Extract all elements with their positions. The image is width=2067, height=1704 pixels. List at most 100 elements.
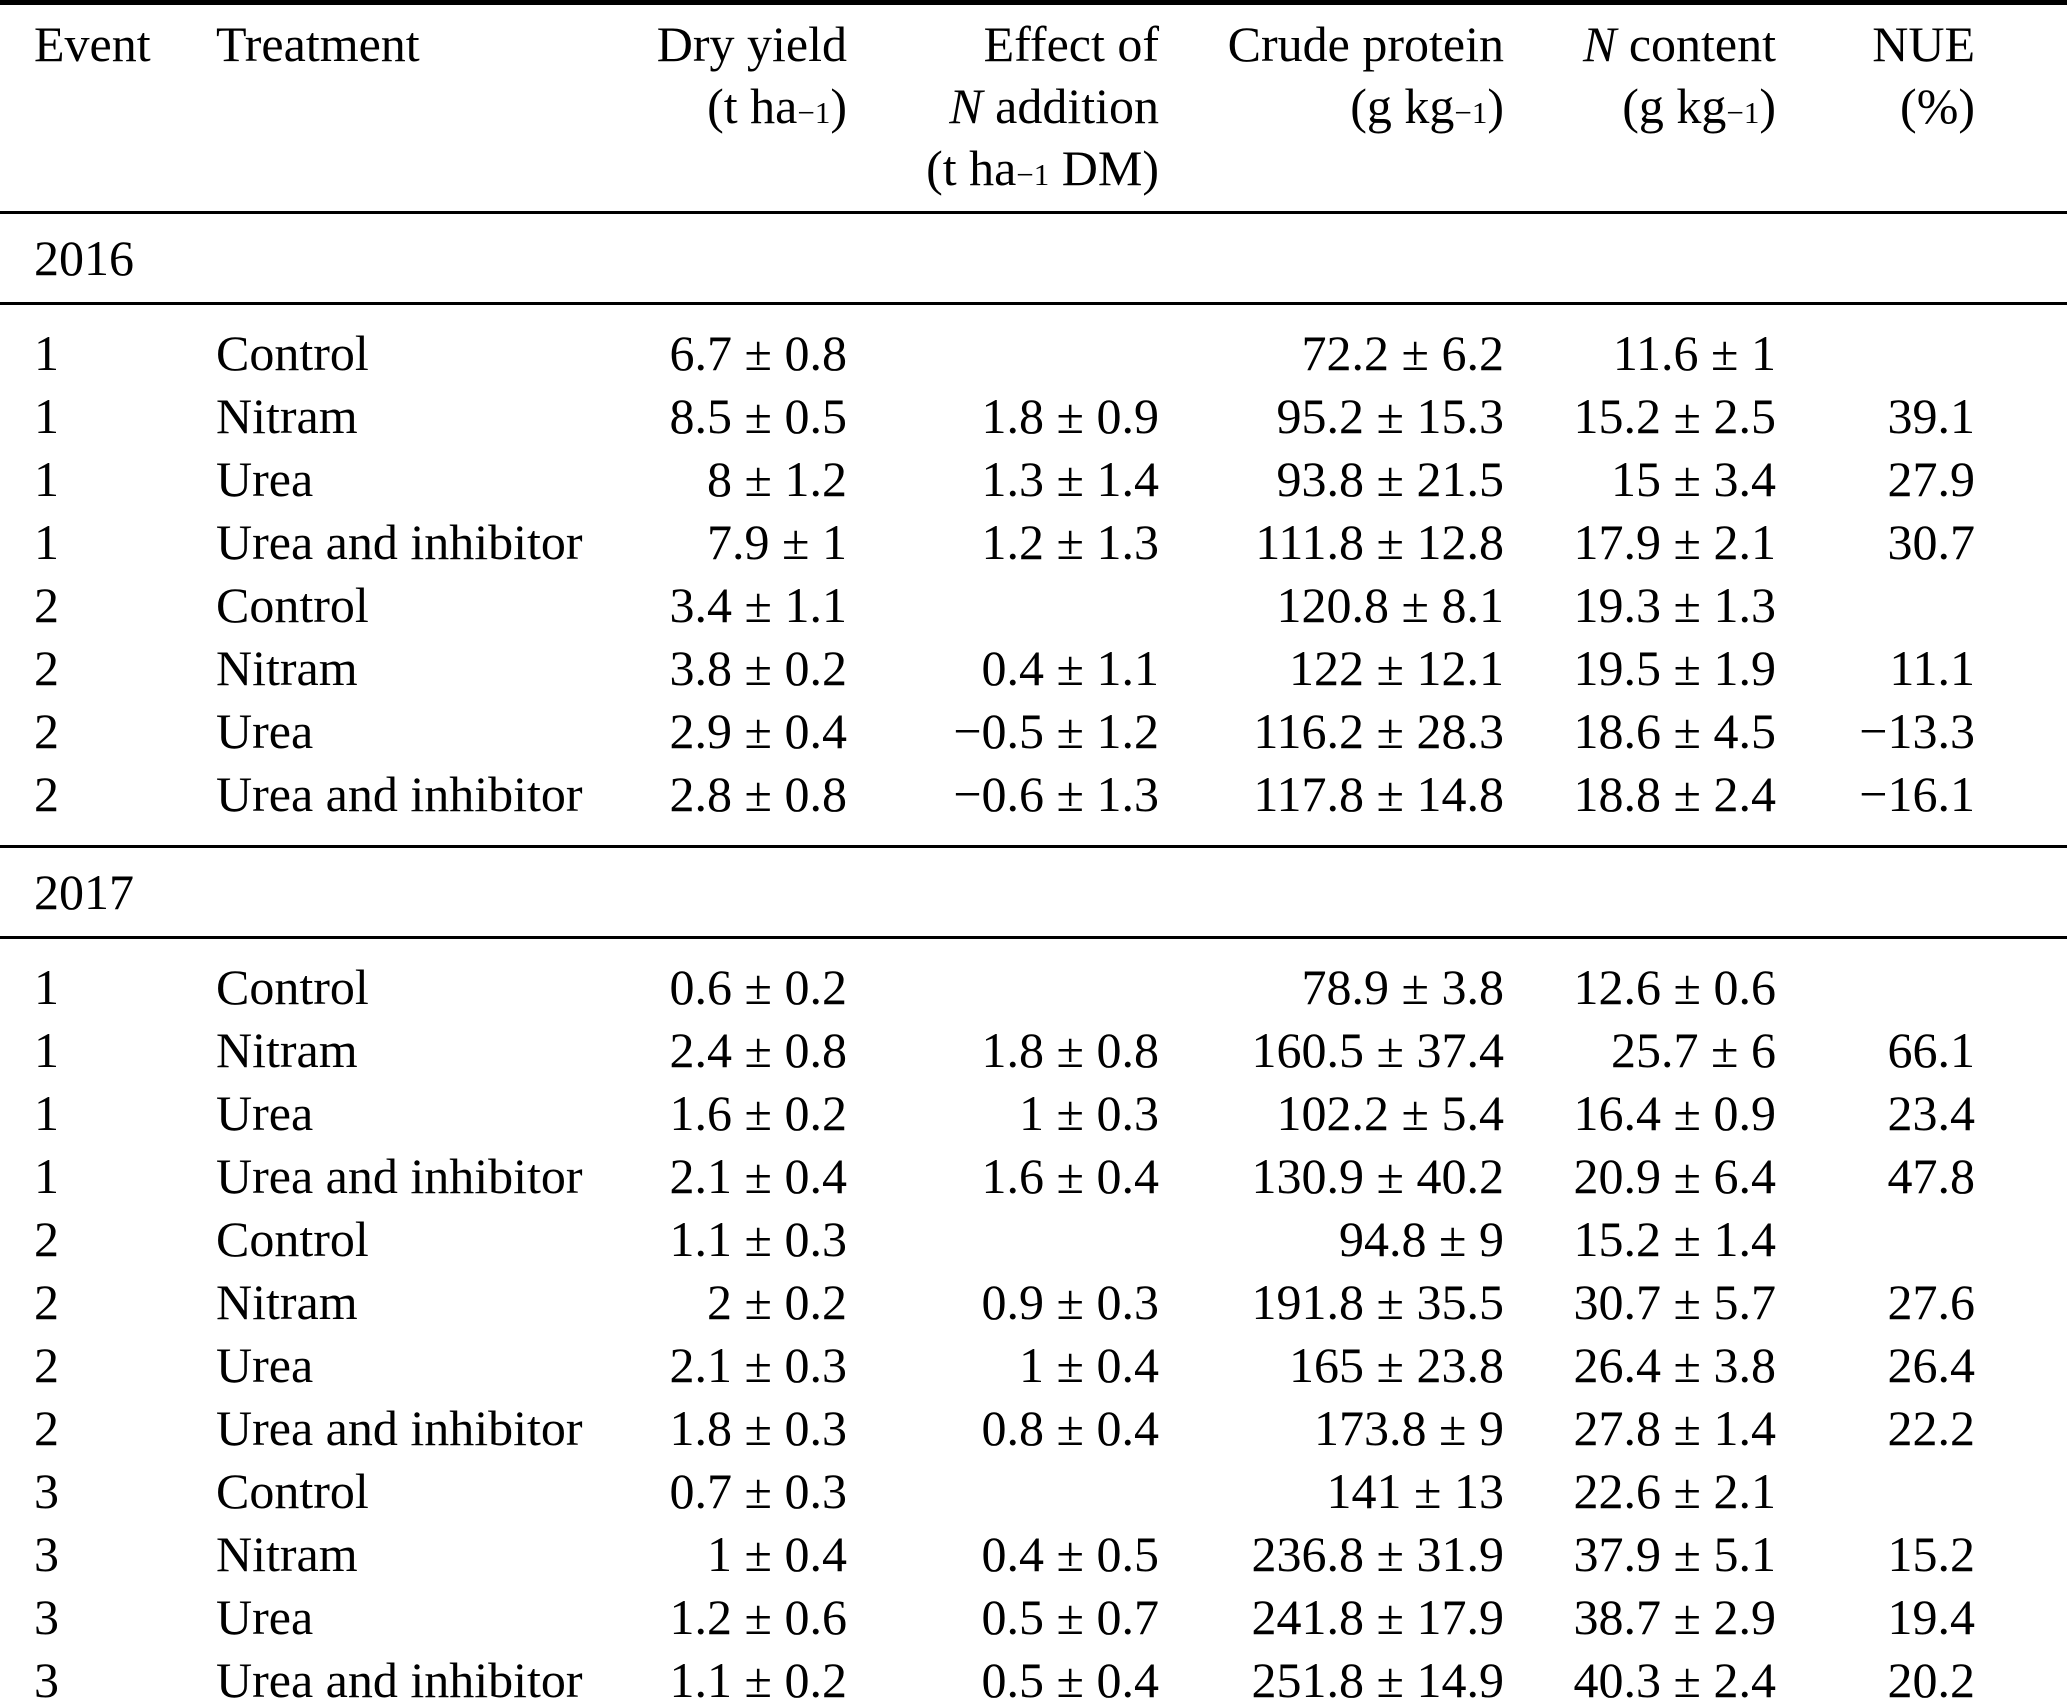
cell-crude-protein: 130.9 ± 40.2 [1251, 1147, 1504, 1204]
cell-event: 2 [34, 1399, 59, 1456]
cell-crude-protein: 120.8 ± 8.1 [1276, 576, 1504, 633]
header-line: (t ha−1 DM) [851, 137, 1159, 199]
header-text: (t ha [707, 78, 798, 134]
cell-dry-yield: 8 ± 1.2 [707, 450, 847, 507]
cell-treatment: Urea and inhibitor [216, 513, 583, 570]
table-row: 2 Urea and inhibitor 2.8 ± 0.8 −0.6 ± 1.3 11… [0, 762, 2067, 847]
cell-n-content: 38.7 ± 2.9 [1573, 1588, 1776, 1645]
table-row: 2 Nitram 3.8 ± 0.2 0.4 ± 1.1 122 ± 12.1 19.5 … [0, 636, 2067, 699]
superscript-exponent: −1 [797, 95, 831, 130]
cell-nue: 27.9 [1887, 450, 1976, 507]
cell-nue: 20.2 [1887, 1651, 1976, 1704]
cell-event: 2 [34, 639, 59, 696]
header-text: (t ha [926, 140, 1017, 196]
cell-nue [1779, 1207, 2067, 1270]
cell-dry-yield: 2 ± 0.2 [707, 1273, 847, 1330]
col-header-dry-yield: Dry yield (t ha−1) [623, 3, 850, 213]
table-row: 1 Nitram 2.4 ± 0.8 1.8 ± 0.8 160.5 ± 37.4 25.… [0, 1018, 2067, 1081]
header-text: ) [1487, 78, 1504, 134]
cell-n-content: 27.8 ± 1.4 [1573, 1399, 1776, 1456]
cell-event: 2 [34, 765, 59, 822]
cell-treatment: Urea [216, 702, 314, 759]
cell-treatment: Urea [216, 450, 314, 507]
section-year-label: 2017 [0, 845, 2067, 939]
cell-crude-protein: 251.8 ± 14.9 [1251, 1651, 1504, 1704]
cell-crude-protein: 191.8 ± 35.5 [1251, 1273, 1504, 1330]
cell-dry-yield: 1.6 ± 0.2 [669, 1084, 847, 1141]
cell-dry-yield: 2.9 ± 0.4 [669, 702, 847, 759]
cell-crude-protein: 94.8 ± 9 [1339, 1210, 1504, 1267]
header-text: (%) [1900, 78, 1975, 134]
superscript-exponent: −1 [1726, 95, 1760, 130]
cell-nue: 15.2 [1887, 1525, 1976, 1582]
header-row: Event Treatment Dry yield (t ha−1) Effect of… [0, 3, 2067, 213]
cell-dry-yield: 2.1 ± 0.4 [669, 1147, 847, 1204]
cell-treatment: Urea and inhibitor [216, 1399, 583, 1456]
header-text: ) [1759, 78, 1776, 134]
header-text: DM) [1049, 140, 1159, 196]
cell-crude-protein: 117.8 ± 14.8 [1253, 765, 1504, 822]
cell-nue [1779, 304, 2067, 385]
cell-n-content: 17.9 ± 2.1 [1573, 513, 1776, 570]
table-row: 1 Control 6.7 ± 0.8 72.2 ± 6.2 11.6 ± 1 [0, 304, 2067, 385]
table-row: 1 Urea and inhibitor 7.9 ± 1 1.2 ± 1.3 111.8… [0, 510, 2067, 573]
cell-event: 3 [34, 1651, 59, 1704]
table-row: 2 Nitram 2 ± 0.2 0.9 ± 0.3 191.8 ± 35.5 30.7 … [0, 1270, 2067, 1333]
cell-crude-protein: 160.5 ± 37.4 [1251, 1021, 1504, 1078]
cell-crude-protein: 93.8 ± 21.5 [1276, 450, 1504, 507]
header-text: (g kg [1350, 78, 1455, 134]
table-row: 2 Urea and inhibitor 1.8 ± 0.3 0.8 ± 0.4 173… [0, 1396, 2067, 1459]
header-line: Event [34, 13, 182, 75]
cell-effect-of-n-addition: 0.8 ± 0.4 [981, 1399, 1159, 1456]
cell-nue: −16.1 [1859, 765, 1975, 822]
cell-dry-yield: 6.7 ± 0.8 [669, 324, 847, 381]
cell-event: 2 [34, 1210, 59, 1267]
cell-event: 3 [34, 1588, 59, 1645]
cell-nue: 19.4 [1887, 1588, 1976, 1645]
cell-effect-of-n-addition [850, 1459, 1162, 1522]
header-line: Dry yield [624, 13, 847, 75]
header-line: Crude protein [1163, 13, 1504, 75]
header-line: N content [1508, 13, 1776, 75]
cell-treatment: Control [216, 576, 369, 633]
cell-nue [1779, 1459, 2067, 1522]
header-line: Effect of [851, 13, 1159, 75]
cell-nue: 66.1 [1887, 1021, 1976, 1078]
cell-effect-of-n-addition: 0.4 ± 1.1 [981, 639, 1159, 696]
cell-treatment: Urea [216, 1084, 314, 1141]
header-text: Effect of [983, 16, 1159, 72]
cell-event: 3 [34, 1525, 59, 1582]
section-year-label: 2016 [0, 211, 2067, 305]
table-row: 3 Urea 1.2 ± 0.6 0.5 ± 0.7 241.8 ± 17.9 38.7 … [0, 1585, 2067, 1648]
cell-effect-of-n-addition: 0.4 ± 0.5 [981, 1525, 1159, 1582]
cell-nue: 30.7 [1887, 513, 1976, 570]
cell-n-content: 11.6 ± 1 [1612, 324, 1776, 381]
table-row: 2 Urea 2.9 ± 0.4 −0.5 ± 1.2 116.2 ± 28.3 18.6… [0, 699, 2067, 762]
cell-crude-protein: 116.2 ± 28.3 [1253, 702, 1504, 759]
cell-treatment: Control [216, 1210, 369, 1267]
table-row: 3 Nitram 1 ± 0.4 0.4 ± 0.5 236.8 ± 31.9 37.9 … [0, 1522, 2067, 1585]
table-row: 1 Urea 1.6 ± 0.2 1 ± 0.3 102.2 ± 5.4 16.4 ± 0… [0, 1081, 2067, 1144]
table-row: 1 Urea and inhibitor 2.1 ± 0.4 1.6 ± 0.4 130… [0, 1144, 2067, 1207]
cell-nue: 27.6 [1887, 1273, 1976, 1330]
cell-dry-yield: 1.2 ± 0.6 [669, 1588, 847, 1645]
cell-effect-of-n-addition [850, 1207, 1162, 1270]
header-text: N [949, 78, 983, 134]
cell-event: 1 [34, 513, 59, 570]
header-text: Treatment [216, 16, 420, 72]
cell-n-content: 19.3 ± 1.3 [1573, 576, 1776, 633]
cell-treatment: Control [216, 1462, 369, 1519]
cell-dry-yield: 2.1 ± 0.3 [669, 1336, 847, 1393]
cell-dry-yield: 3.4 ± 1.1 [669, 576, 847, 633]
section-row-2017: 2017 [0, 845, 2067, 939]
cell-n-content: 26.4 ± 3.8 [1573, 1336, 1776, 1393]
cell-effect-of-n-addition: 1.2 ± 1.3 [981, 513, 1159, 570]
cell-n-content: 19.5 ± 1.9 [1573, 639, 1776, 696]
col-header-crude-protein: Crude protein (g kg−1) [1162, 3, 1507, 213]
cell-nue: 22.2 [1887, 1399, 1976, 1456]
cell-n-content: 40.3 ± 2.4 [1573, 1651, 1776, 1704]
table-row: 2 Control 1.1 ± 0.3 94.8 ± 9 15.2 ± 1.4 [0, 1207, 2067, 1270]
header-line: NUE [1780, 13, 1975, 75]
